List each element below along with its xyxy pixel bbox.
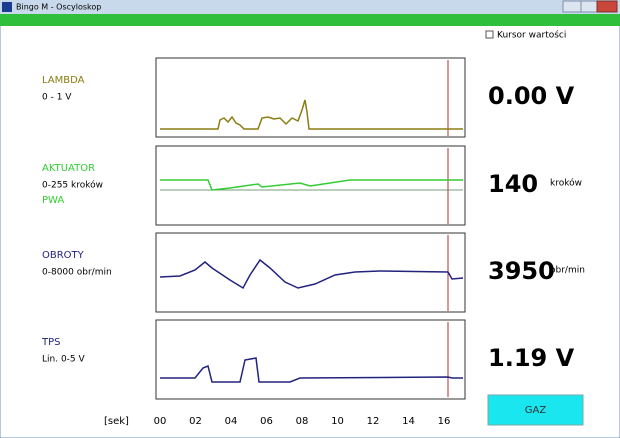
- gaz-button[interactable]: [487, 394, 584, 426]
- channel-range: 0-255 kroków: [42, 180, 103, 191]
- scope-panel: [155, 57, 466, 138]
- app-icon: [2, 2, 12, 12]
- channel-range: 0-8000 obr/min: [42, 268, 112, 278]
- time-tick-label: 02: [189, 416, 202, 427]
- title-bar: [0, 0, 620, 14]
- time-tick-label: 06: [260, 416, 273, 427]
- maximize-button[interactable]: [580, 0, 598, 13]
- channel-unit: obr/min: [550, 266, 585, 276]
- channel-reading: 140: [488, 170, 538, 198]
- window-title: Bingo M - Oscyloskop: [16, 3, 101, 12]
- scope-panel: [155, 319, 466, 400]
- channel-reading: 1.19 V: [488, 344, 575, 372]
- channel-name: LAMBDA: [42, 75, 85, 86]
- scope-panel: [155, 232, 466, 313]
- channel-reading: 3950: [488, 257, 555, 285]
- time-tick-label: 10: [331, 416, 344, 427]
- channel-sub: PWA: [42, 195, 64, 206]
- minimize-button[interactable]: [562, 0, 582, 13]
- close-button[interactable]: [596, 0, 618, 13]
- channel-unit: kroków: [550, 178, 582, 189]
- channel-reading: 0.00 V: [488, 82, 575, 110]
- time-tick-label: 12: [367, 416, 380, 427]
- cursor-checkbox[interactable]: [485, 30, 494, 39]
- time-tick-label: 04: [225, 416, 238, 427]
- time-tick-label: 14: [402, 416, 415, 427]
- cursor-checkbox-label[interactable]: Kursor wartości: [497, 30, 566, 41]
- channel-name: AKTUATOR: [42, 163, 95, 174]
- tps-trace: [160, 357, 463, 383]
- channel-name: OBROTY: [42, 250, 85, 261]
- channel-range: Lin. 0-5 V: [42, 355, 86, 365]
- channel-range: 0 - 1 V: [42, 93, 72, 103]
- lambda-trace: [160, 99, 463, 130]
- channel-name: TPS: [41, 337, 61, 348]
- menu-bar: [0, 14, 620, 26]
- time-tick-label: 16: [438, 416, 451, 427]
- time-unit: [sek]: [104, 416, 129, 427]
- obroty-trace: [159, 258, 464, 290]
- aktuator-trace: [160, 179, 463, 191]
- time-tick-label: 00: [154, 416, 167, 427]
- time-tick-label: 08: [296, 416, 309, 427]
- gaz-button-label[interactable]: GAZ: [525, 405, 547, 416]
